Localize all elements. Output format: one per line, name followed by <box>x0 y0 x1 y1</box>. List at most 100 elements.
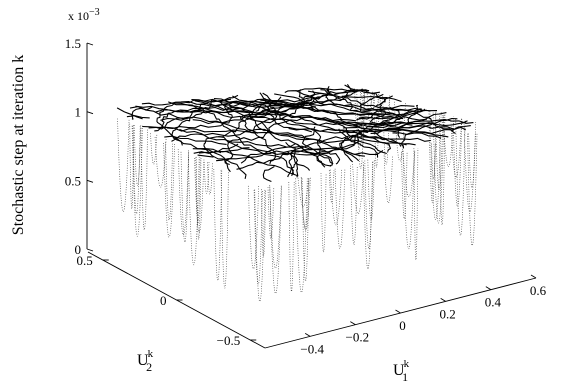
surface-dip <box>382 96 391 165</box>
z-tick-label: 1 <box>75 105 82 120</box>
surface-dip <box>367 159 375 221</box>
surface-dip <box>394 101 406 162</box>
surface-curve <box>173 102 306 124</box>
surface-curve <box>338 128 379 158</box>
surface-dip <box>413 148 419 261</box>
surface-dip <box>301 178 310 282</box>
surface-dip <box>133 125 142 186</box>
surface-dip <box>297 177 310 207</box>
z-tick-mark <box>86 179 94 183</box>
surface-curve <box>358 109 428 120</box>
surface-dip <box>432 112 445 224</box>
z-tick-label: 0.5 <box>65 173 81 188</box>
y-tick-label: 0 <box>160 293 167 308</box>
surface-dip <box>428 111 437 204</box>
surface-dip <box>402 151 416 197</box>
surface-dip <box>455 119 466 236</box>
surface-dip <box>220 170 229 289</box>
surface-dip <box>163 142 175 238</box>
surface-dip <box>131 125 143 237</box>
surface-curve <box>301 126 334 165</box>
surface-dip <box>352 164 365 214</box>
surface-dip <box>370 92 379 135</box>
surface-dip <box>267 187 275 239</box>
surface-dip <box>467 133 478 246</box>
surface-curve <box>131 106 153 120</box>
surface-curve <box>239 113 458 134</box>
surface-dip <box>195 156 202 240</box>
surface-curve <box>116 107 143 120</box>
x-tick-mark <box>304 332 311 337</box>
x-tick-label: 0.4 <box>485 295 502 310</box>
surface-curve <box>287 135 356 178</box>
surface-curve <box>232 95 271 111</box>
surface-dip <box>132 125 141 215</box>
x-tick-label: 0.2 <box>440 306 456 321</box>
surface-dip <box>328 170 335 204</box>
surface-curve <box>135 94 239 113</box>
surface-dip <box>452 118 463 207</box>
surface-curve <box>126 115 150 119</box>
surface-curve <box>274 93 404 120</box>
z-tick-label: 0 <box>75 242 82 257</box>
surface-curve <box>171 99 213 146</box>
surface-curve <box>179 128 341 165</box>
surface-dip <box>194 157 205 233</box>
surface-dip <box>140 127 148 230</box>
surface-curve <box>392 132 442 139</box>
surface-curve <box>164 135 227 145</box>
surface-curve <box>374 92 386 108</box>
x-tick-label: 0 <box>399 318 406 333</box>
surface-curve <box>218 150 299 177</box>
surface-curve <box>203 105 250 180</box>
surface-curve <box>340 119 416 146</box>
surface-curve <box>154 94 324 132</box>
surface-dip <box>261 189 267 257</box>
y-tick-label: 0.5 <box>77 253 93 268</box>
x-tick-mark <box>440 297 446 302</box>
x-tick-mark <box>395 309 401 314</box>
z-tick-mark <box>86 248 94 252</box>
y-axis-title: Uk 2 <box>137 348 154 374</box>
surface-dip <box>269 185 282 269</box>
x-axis-title: Uk 1 <box>393 358 410 384</box>
surface-curve <box>262 166 275 183</box>
surface-curve <box>260 89 370 105</box>
z-tick-label: 1.5 <box>65 36 81 51</box>
surface-dip <box>429 111 442 221</box>
surface-curve <box>359 93 384 112</box>
x-tick-label: −0.4 <box>300 341 324 356</box>
surface-curve <box>255 92 272 112</box>
surface-dip <box>288 181 295 292</box>
surface-dip <box>364 160 374 250</box>
surface-dip <box>362 161 373 269</box>
surface-curve <box>326 88 353 111</box>
surface-curve <box>284 87 380 94</box>
surface-dips <box>117 88 478 302</box>
surface-curve <box>154 88 363 114</box>
surface-curve <box>341 95 402 103</box>
surface-dip <box>431 143 436 180</box>
surface-curve <box>208 100 422 116</box>
surface-curve <box>346 130 391 152</box>
surface-curve <box>295 89 400 117</box>
surface-dip <box>438 113 446 226</box>
surface-dip <box>165 142 174 221</box>
surface-curve <box>356 107 438 121</box>
surface-curve <box>236 147 365 170</box>
surface-dip <box>295 178 308 293</box>
surface-curve <box>156 103 222 154</box>
surface-dip <box>253 189 263 285</box>
surface-dip <box>254 189 266 302</box>
surface-curve <box>353 105 415 113</box>
surface-dip <box>329 169 343 225</box>
surface-dip <box>154 137 167 188</box>
surface-dip <box>468 133 476 188</box>
surface-dip <box>177 149 190 236</box>
surface-dip <box>383 155 393 204</box>
surface-curve <box>349 135 431 142</box>
surface-dip <box>379 95 391 130</box>
surface-dip <box>463 121 477 213</box>
surface-plateau <box>116 83 474 183</box>
surface-dip <box>402 150 415 249</box>
